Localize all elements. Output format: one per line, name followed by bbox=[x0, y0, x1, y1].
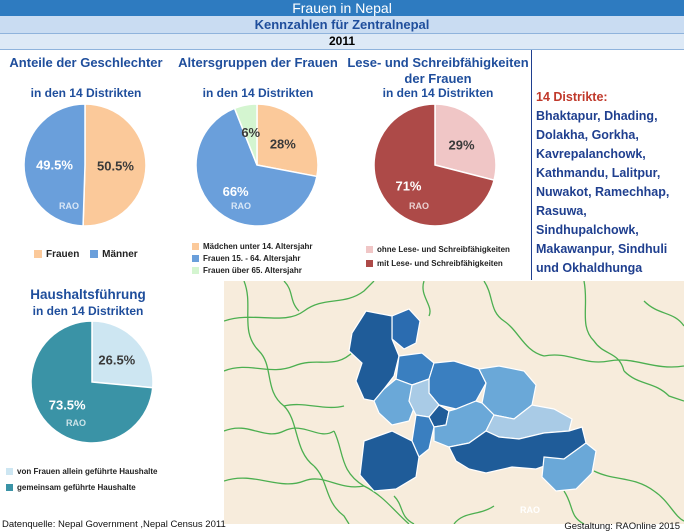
pie-data-label: 49.5% bbox=[36, 158, 73, 173]
chart-age-pie: 28% 66% 6% RAO bbox=[195, 103, 319, 227]
pie-slice bbox=[30, 320, 154, 444]
legend-swatch bbox=[366, 259, 373, 267]
legend-item: mit Lese- und Schreibfähigkeiten bbox=[366, 256, 510, 270]
chart-literacy-subtitle: in den 14 Distrikten bbox=[382, 86, 494, 100]
pie-slice bbox=[233, 103, 258, 166]
chart-gender-subtitle: in den 14 Distrikten bbox=[30, 86, 142, 100]
legend-swatch bbox=[34, 250, 42, 258]
column-divider bbox=[531, 50, 532, 280]
district-line: Kathmandu, Lalitpur, bbox=[536, 166, 661, 180]
chart-household-subtitle: in den 14 Distrikten bbox=[32, 304, 144, 318]
pie-watermark: RAO bbox=[231, 201, 251, 211]
legend-swatch bbox=[192, 266, 199, 274]
pie-watermark: RAO bbox=[59, 201, 79, 211]
year-label: 2011 bbox=[0, 33, 684, 50]
legend-label: Frauen bbox=[46, 248, 80, 260]
legend-swatch bbox=[90, 250, 99, 258]
chart-literacy-title: Lese- und Schreibfähigkeiten bbox=[347, 55, 529, 70]
map-watermark: RAO bbox=[520, 505, 540, 515]
pie-data-label: 50.5% bbox=[97, 158, 134, 173]
chart-household-pie: 26.5% 73.5% RAO bbox=[30, 320, 154, 444]
district-line: Dolakha, Gorkha, bbox=[536, 128, 639, 142]
pie-data-label: 71% bbox=[395, 179, 421, 194]
legend-item: Frauen über 65. Altersjahr bbox=[192, 264, 313, 276]
legend-swatch bbox=[192, 242, 199, 250]
chart-household-title: Haushaltsführung bbox=[30, 287, 146, 302]
source-note: Datenquelle: Nepal Government ,Nepal Cen… bbox=[2, 519, 226, 530]
chart-literacy-title-line2: der Frauen bbox=[404, 71, 472, 86]
district-line: Rasuwa, bbox=[536, 204, 587, 218]
legend-swatch bbox=[6, 467, 13, 475]
district-line: Makawanpur, Sindhuli bbox=[536, 242, 668, 256]
district-line: Bhaktapur, Dhading, bbox=[536, 109, 658, 123]
chart-literacy-pie: 29% 71% RAO bbox=[373, 103, 497, 227]
legend-item: Mädchen unter 14. Altersjahr bbox=[192, 240, 313, 252]
legend-item: Männer bbox=[90, 247, 138, 261]
district-line: Kavrepalanchowk, bbox=[536, 147, 646, 161]
district-map: RAO bbox=[224, 281, 684, 524]
pie-slice bbox=[195, 107, 318, 227]
pie-data-label: 6% bbox=[241, 125, 260, 140]
legend-swatch bbox=[6, 483, 13, 491]
chart-age-title: Altersgruppen der Frauen bbox=[178, 55, 338, 70]
legend-label: Frauen über 65. Altersjahr bbox=[203, 265, 302, 275]
pie-data-label: 26.5% bbox=[98, 352, 135, 367]
district-okhaldhunga bbox=[541, 442, 597, 492]
district-line: Nuwakot, Ramechhap, bbox=[536, 185, 670, 199]
chart-literacy-legend: ohne Lese- und Schreibfähigkeiten mit Le… bbox=[366, 242, 510, 270]
district-list: 14 Distrikte: Bhaktapur, Dhading, Dolakh… bbox=[536, 88, 684, 278]
chart-age-subtitle: in den 14 Distrikten bbox=[202, 86, 314, 100]
pie-watermark: RAO bbox=[66, 418, 86, 428]
pie-slice bbox=[256, 103, 319, 178]
legend-item: Frauen 15. - 64. Altersjahr bbox=[192, 252, 313, 264]
pie-data-label: 73.5% bbox=[49, 398, 86, 413]
chart-gender-title: Anteile der Geschlechter bbox=[9, 55, 163, 70]
map-districts bbox=[348, 308, 597, 492]
pie-data-label: 66% bbox=[223, 184, 249, 199]
legend-swatch bbox=[366, 245, 373, 253]
district-makawanpur bbox=[359, 430, 420, 492]
pie-watermark: RAO bbox=[409, 201, 429, 211]
district-line: Sindhupalchowk, bbox=[536, 223, 639, 237]
district-dhading bbox=[373, 378, 417, 426]
legend-label: Mädchen unter 14. Altersjahr bbox=[203, 241, 313, 251]
pie-data-label: 29% bbox=[448, 137, 474, 152]
legend-label: gemeinsam geführte Haushalte bbox=[17, 482, 136, 492]
pie-slice bbox=[434, 103, 497, 182]
map-borders bbox=[224, 281, 684, 524]
pie-slice bbox=[91, 320, 154, 389]
district-line: und Okhaldhunga bbox=[536, 261, 643, 275]
district-list-heading: 14 Distrikte: bbox=[536, 90, 608, 104]
legend-label: Männer bbox=[102, 248, 138, 260]
pie-data-label: 28% bbox=[270, 137, 296, 152]
legend-item: ohne Lese- und Schreibfähigkeiten bbox=[366, 242, 510, 256]
page-title: Frauen in Nepal bbox=[0, 0, 684, 16]
legend-item: gemeinsam geführte Haushalte bbox=[6, 479, 157, 495]
credit-note: Gestaltung: RAOnline 2015 bbox=[564, 521, 680, 532]
pie-slice bbox=[23, 103, 86, 227]
legend-swatch bbox=[192, 254, 199, 262]
chart-gender-pie: 50.5% 49.5% RAO bbox=[23, 103, 147, 227]
legend-label: Frauen 15. - 64. Altersjahr bbox=[203, 253, 301, 263]
legend-item: von Frauen allein geführte Haushalte bbox=[6, 463, 157, 479]
chart-household-legend: von Frauen allein geführte Haushalte gem… bbox=[6, 463, 157, 495]
legend-label: mit Lese- und Schreibfähigkeiten bbox=[377, 258, 503, 268]
page-subtitle: Kennzahlen für Zentralnepal bbox=[0, 16, 684, 33]
chart-age-legend: Mädchen unter 14. Altersjahr Frauen 15. … bbox=[192, 240, 313, 276]
legend-label: ohne Lese- und Schreibfähigkeiten bbox=[377, 244, 510, 254]
pie-slice bbox=[82, 103, 147, 227]
pie-slice bbox=[373, 103, 495, 227]
legend-label: von Frauen allein geführte Haushalte bbox=[17, 466, 158, 476]
chart-gender-legend: Frauen Männer bbox=[34, 247, 138, 261]
legend-item: Frauen bbox=[34, 247, 79, 261]
